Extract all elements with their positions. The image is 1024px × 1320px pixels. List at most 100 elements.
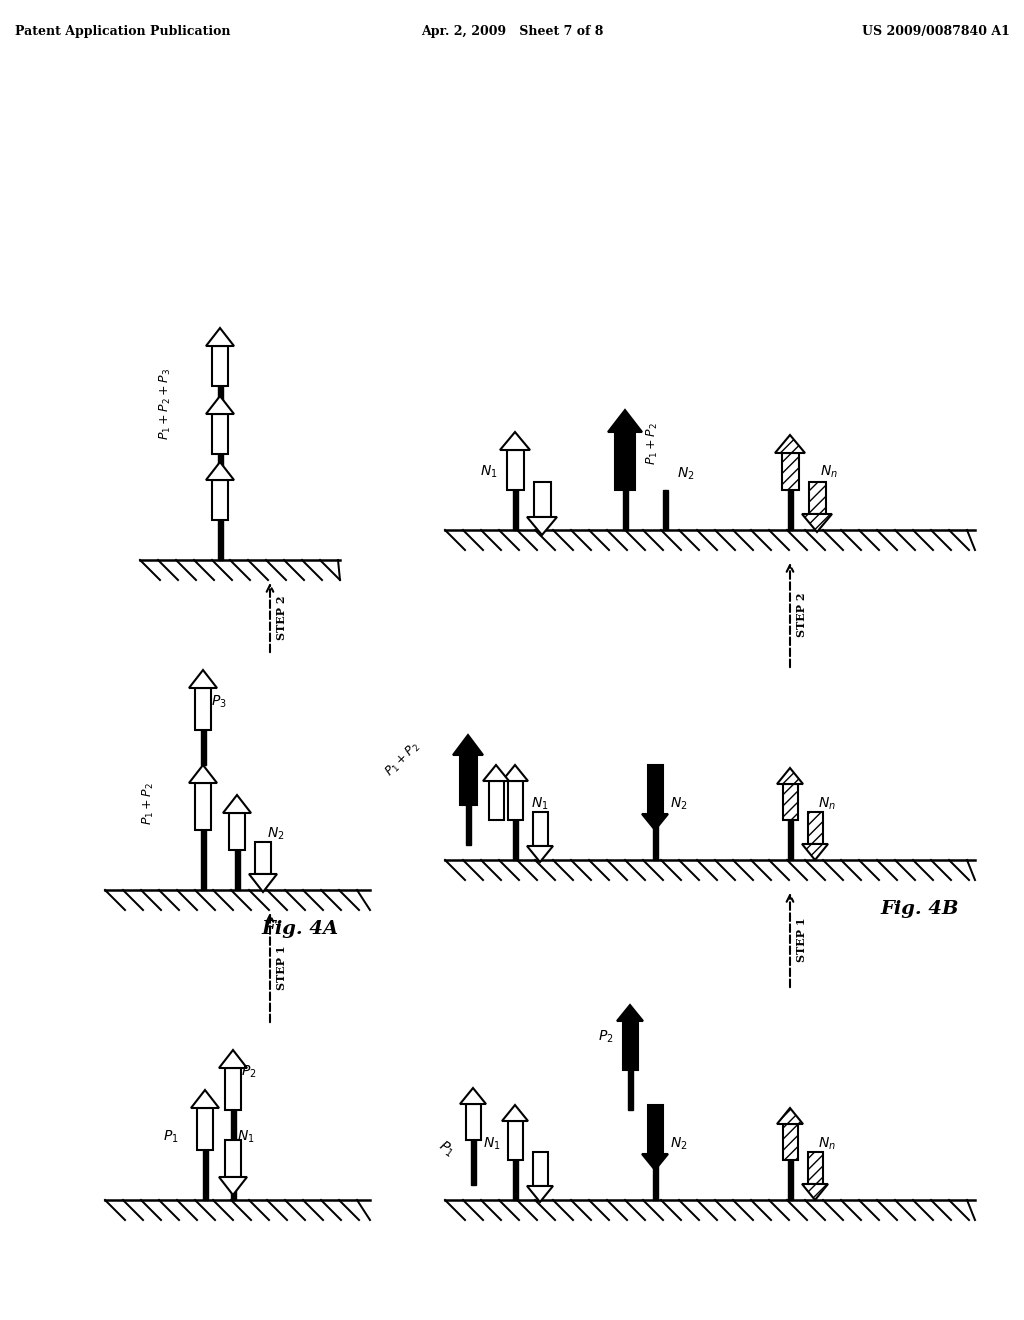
Bar xyxy=(466,1104,480,1140)
Polygon shape xyxy=(777,768,803,784)
Bar xyxy=(782,1125,798,1160)
Bar xyxy=(647,1105,663,1154)
Polygon shape xyxy=(642,814,668,830)
Text: $P_1+P_2$: $P_1+P_2$ xyxy=(140,781,156,825)
Bar xyxy=(652,820,657,861)
Polygon shape xyxy=(527,517,557,535)
Bar xyxy=(623,490,628,531)
Polygon shape xyxy=(191,1090,219,1107)
Bar xyxy=(512,820,517,861)
Bar xyxy=(197,1107,213,1150)
Bar xyxy=(225,1068,241,1110)
Bar xyxy=(488,781,504,820)
Polygon shape xyxy=(500,432,530,450)
Polygon shape xyxy=(802,513,831,532)
Polygon shape xyxy=(189,671,217,688)
Bar xyxy=(512,490,517,531)
Bar xyxy=(460,755,476,805)
Bar xyxy=(212,346,228,385)
Bar xyxy=(532,812,548,846)
Text: $N_2$: $N_2$ xyxy=(267,825,285,842)
Bar xyxy=(787,490,793,531)
Bar xyxy=(647,766,663,814)
Text: $N_1$: $N_1$ xyxy=(531,796,549,812)
Text: Fig. 4A: Fig. 4A xyxy=(261,920,339,939)
Bar xyxy=(201,730,206,766)
Bar xyxy=(615,432,635,490)
Bar xyxy=(230,1110,236,1200)
Polygon shape xyxy=(527,846,553,862)
Polygon shape xyxy=(608,411,642,432)
Bar xyxy=(217,520,222,560)
Text: $N_2$: $N_2$ xyxy=(670,1135,687,1152)
Bar xyxy=(532,1152,548,1185)
Bar xyxy=(234,850,240,890)
Text: $N_n$: $N_n$ xyxy=(820,463,838,480)
Bar xyxy=(628,1071,633,1110)
Polygon shape xyxy=(642,1154,668,1170)
Text: $P_1+P_2+P_3$: $P_1+P_2+P_3$ xyxy=(158,368,173,440)
Bar xyxy=(787,1160,793,1200)
Bar xyxy=(809,482,825,513)
Polygon shape xyxy=(483,766,509,781)
Text: $P_1+P_2$: $P_1+P_2$ xyxy=(645,422,660,465)
Bar xyxy=(217,385,222,401)
Bar xyxy=(466,805,470,845)
Bar xyxy=(782,784,798,820)
Text: $N_1$: $N_1$ xyxy=(237,1129,255,1144)
Polygon shape xyxy=(802,1184,828,1200)
Text: STEP 2: STEP 2 xyxy=(796,593,807,638)
Text: US 2009/0087840 A1: US 2009/0087840 A1 xyxy=(862,25,1010,38)
Polygon shape xyxy=(219,1177,247,1195)
Bar xyxy=(470,1140,475,1185)
Text: $N_2$: $N_2$ xyxy=(670,796,687,812)
Bar xyxy=(195,783,211,830)
Text: Apr. 2, 2009   Sheet 7 of 8: Apr. 2, 2009 Sheet 7 of 8 xyxy=(421,25,603,38)
Bar xyxy=(203,1150,208,1200)
Polygon shape xyxy=(206,396,234,414)
Bar xyxy=(507,450,523,490)
Bar xyxy=(534,482,551,517)
Polygon shape xyxy=(502,766,528,781)
Polygon shape xyxy=(775,436,805,453)
Polygon shape xyxy=(206,462,234,480)
Bar xyxy=(508,781,522,820)
Bar xyxy=(229,813,245,850)
Text: $P_1$: $P_1$ xyxy=(435,1138,457,1160)
Polygon shape xyxy=(249,874,278,892)
Bar xyxy=(212,480,228,520)
Bar xyxy=(195,688,211,730)
Polygon shape xyxy=(460,1088,486,1104)
Bar xyxy=(781,453,799,490)
Text: $N_1$: $N_1$ xyxy=(480,463,498,480)
Bar xyxy=(217,451,222,469)
Polygon shape xyxy=(223,795,251,813)
Bar xyxy=(508,1121,522,1160)
Bar xyxy=(255,842,271,874)
Text: $P_2$: $P_2$ xyxy=(241,1064,257,1080)
Polygon shape xyxy=(502,1105,528,1121)
Text: STEP 2: STEP 2 xyxy=(276,595,287,640)
Bar xyxy=(225,1140,241,1177)
Polygon shape xyxy=(453,735,483,755)
Text: $P_3$: $P_3$ xyxy=(211,693,226,710)
Polygon shape xyxy=(527,1185,553,1203)
Text: Patent Application Publication: Patent Application Publication xyxy=(15,25,230,38)
Text: $N_n$: $N_n$ xyxy=(818,796,836,812)
Polygon shape xyxy=(777,1107,803,1125)
Bar xyxy=(808,812,822,843)
Polygon shape xyxy=(189,766,217,783)
Bar xyxy=(808,1152,822,1184)
Text: $N_2$: $N_2$ xyxy=(677,466,694,482)
Bar xyxy=(212,414,228,454)
Text: $P_2$: $P_2$ xyxy=(598,1028,613,1045)
Bar xyxy=(623,1020,638,1071)
Polygon shape xyxy=(206,327,234,346)
Bar xyxy=(787,820,793,861)
Text: STEP 1: STEP 1 xyxy=(796,917,807,962)
Polygon shape xyxy=(617,1005,643,1020)
Text: Fig. 4B: Fig. 4B xyxy=(881,900,959,917)
Text: $P_1$: $P_1$ xyxy=(163,1129,178,1144)
Text: STEP 1: STEP 1 xyxy=(276,945,287,990)
Polygon shape xyxy=(219,1049,247,1068)
